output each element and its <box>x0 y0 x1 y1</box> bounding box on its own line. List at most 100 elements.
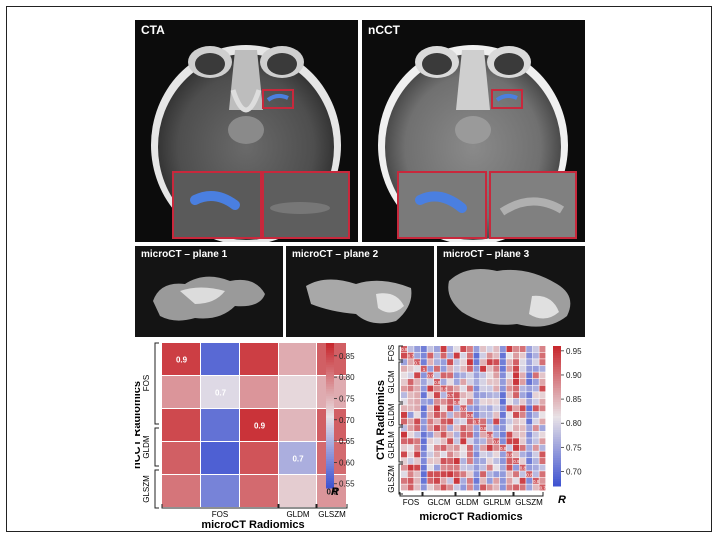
hm2-colorbar-segment <box>553 462 561 466</box>
hm1-cell-label: 0.7 <box>215 389 227 398</box>
hm2-cell <box>414 359 421 366</box>
hm2-diagonal-label: 0.9 <box>467 413 474 418</box>
hm2-diagonal-label: 0.8 <box>454 400 461 405</box>
hm1-colorbar-segment <box>326 374 334 378</box>
hm2-cell <box>519 346 526 352</box>
hm2-diagonal-label: 0.8 <box>434 380 441 385</box>
hm2-cell <box>427 444 434 451</box>
hm2-cell <box>499 444 506 451</box>
hm2-cell <box>499 405 506 412</box>
hm1-cell <box>240 442 278 474</box>
hm1-colorbar-segment <box>326 367 334 371</box>
hm2-cell <box>526 398 533 405</box>
hm2-cell <box>440 444 447 451</box>
hm2-cell <box>460 418 467 425</box>
hm2-cell <box>526 405 533 412</box>
microct-plane-2-image <box>286 246 434 337</box>
hm1-ygroup-glszm: GLSZM <box>142 475 151 503</box>
hm2-cell <box>440 418 447 425</box>
hm2-colorbar-segment <box>553 346 561 349</box>
hm2-cell <box>460 359 467 366</box>
hm2-cell <box>499 365 506 372</box>
hm2-colorbar-segment <box>553 479 561 482</box>
hm2-cell <box>414 458 421 465</box>
hm2-cell <box>414 411 421 418</box>
hm1-cell <box>162 343 200 375</box>
hm2-cell <box>427 464 434 471</box>
hm1-colorbar-segment <box>326 352 334 356</box>
hm2-cell <box>460 471 467 478</box>
hm2-cell <box>513 451 520 458</box>
hm1-colorbar-segment <box>326 420 334 424</box>
hm2-cell <box>414 385 421 392</box>
hm2-cell <box>420 471 427 478</box>
hm2-cell <box>532 425 539 432</box>
hm2-cell <box>499 425 506 432</box>
hm2-cell <box>447 418 454 425</box>
hm2-cell <box>493 372 500 379</box>
hm2-cell <box>407 477 414 484</box>
hm2-cell <box>427 372 434 379</box>
hm2-cell <box>519 405 526 412</box>
microct-plane-3-image <box>437 246 585 337</box>
hm2-cell <box>460 378 467 385</box>
hm2-cell <box>420 484 427 491</box>
microct-plane-1-panel: microCT – plane 1 <box>135 246 283 337</box>
hm2-diagonal-label: 0.9 <box>401 347 408 352</box>
hm2-cell <box>532 438 539 445</box>
hm2-cell <box>401 365 407 372</box>
hm2-cell <box>427 458 434 465</box>
hm2-cell <box>447 365 454 372</box>
hm2-cell <box>453 444 460 451</box>
hm2-cell <box>407 425 414 432</box>
hm2-cell <box>539 359 546 366</box>
hm2-cell <box>447 458 454 465</box>
hm2-cell <box>433 458 440 465</box>
hm2-cell <box>539 398 546 405</box>
hm2-cell <box>466 359 473 366</box>
hm2-colorbar-segment <box>553 432 561 436</box>
hm2-colorbar-tick-label: 0.75 <box>566 443 582 452</box>
hm2-cell <box>506 385 513 392</box>
hm2-cell <box>401 451 407 458</box>
hm2-colorbar-segment <box>553 444 561 447</box>
hm2-cell <box>526 444 533 451</box>
hm2-cell <box>414 352 421 359</box>
hm2-cell <box>519 411 526 418</box>
hm1-cell <box>240 376 278 408</box>
hm2-cell <box>420 431 427 438</box>
hm2-cell <box>440 458 447 465</box>
hm2-cell <box>499 431 506 438</box>
hm2-cell <box>532 392 539 399</box>
hm2-cell <box>414 392 421 399</box>
hm2-cell <box>433 451 440 458</box>
hm2-cell <box>440 431 447 438</box>
hm2-cell <box>433 359 440 366</box>
hm2-cell <box>433 438 440 445</box>
hm2-cell <box>401 398 407 405</box>
hm2-ylabel: CTA Radiomics <box>375 380 387 460</box>
hm2-cell <box>493 464 500 471</box>
hm1-colorbar-segment <box>326 439 334 443</box>
cta-panel: CTA <box>135 20 358 242</box>
hm2-cell <box>401 352 407 359</box>
hm2-cell <box>493 471 500 478</box>
hm2-cell <box>440 451 447 458</box>
hm1-ygroup-fos: FOS <box>142 375 151 391</box>
hm2-cell <box>420 418 427 425</box>
hm2-colorbar-segment <box>553 416 561 419</box>
hm2-cell <box>480 365 487 372</box>
hm2-cell <box>420 411 427 418</box>
hm2-cell <box>519 418 526 425</box>
hm2-cell <box>440 477 447 484</box>
hm2-colorbar-segment <box>553 378 561 382</box>
hm2-cell <box>499 398 506 405</box>
hm1-colorbar-segment <box>326 415 334 419</box>
hm2-cell <box>407 398 414 405</box>
hm2-colorbar-segment <box>553 465 561 468</box>
hm2-cell <box>519 378 526 385</box>
hm2-cell <box>480 464 487 471</box>
hm1-cell <box>279 475 316 507</box>
hm2-cell <box>480 346 487 352</box>
hm1-colorbar-segment <box>326 410 334 414</box>
